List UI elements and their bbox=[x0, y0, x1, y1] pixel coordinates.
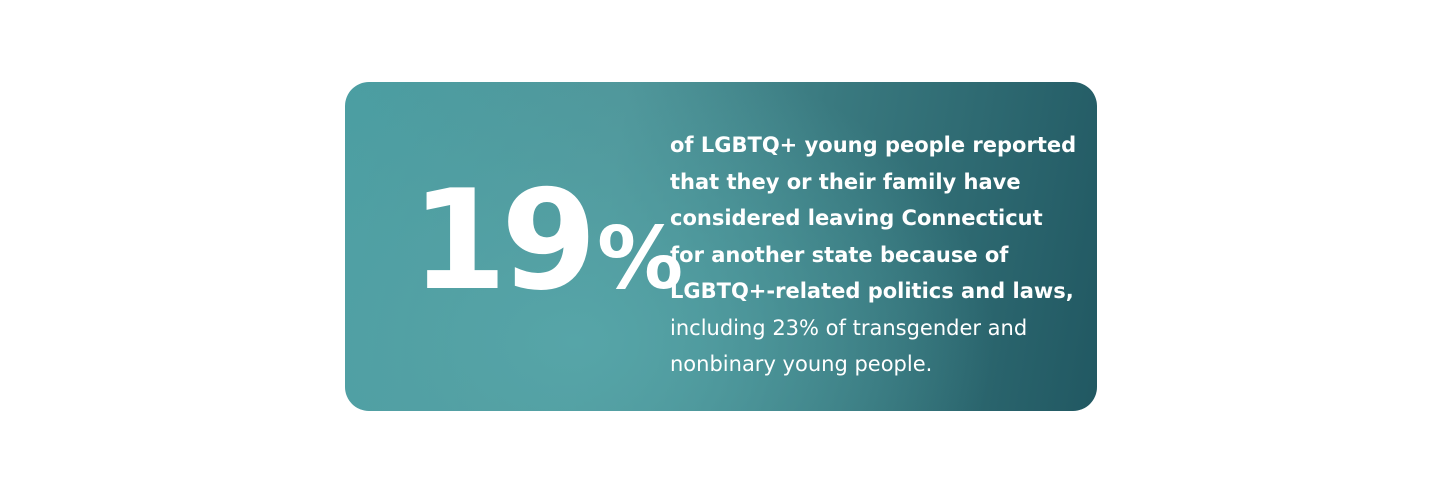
stat: 19% bbox=[411, 172, 683, 310]
stat-number: 19 bbox=[411, 160, 597, 321]
stat-card: 19% of LGBTQ+ young people reported that … bbox=[345, 82, 1097, 411]
description-bold-line: for another state because of bbox=[670, 242, 1009, 267]
description-bold-line: considered leaving Connecticut bbox=[670, 206, 1043, 230]
description: of LGBTQ+ young people reported that they… bbox=[670, 127, 1076, 383]
description-line: nonbinary young people. bbox=[670, 352, 933, 376]
description-bold-line: of LGBTQ+ young people reported bbox=[670, 133, 1077, 157]
description-bold-line: that they or their family have bbox=[670, 169, 1021, 194]
description-line: including 23% of transgender and bbox=[670, 315, 1028, 340]
stat-unit: % bbox=[597, 209, 684, 309]
description-bold-line: LGBTQ+-related politics and laws, bbox=[670, 279, 1074, 303]
